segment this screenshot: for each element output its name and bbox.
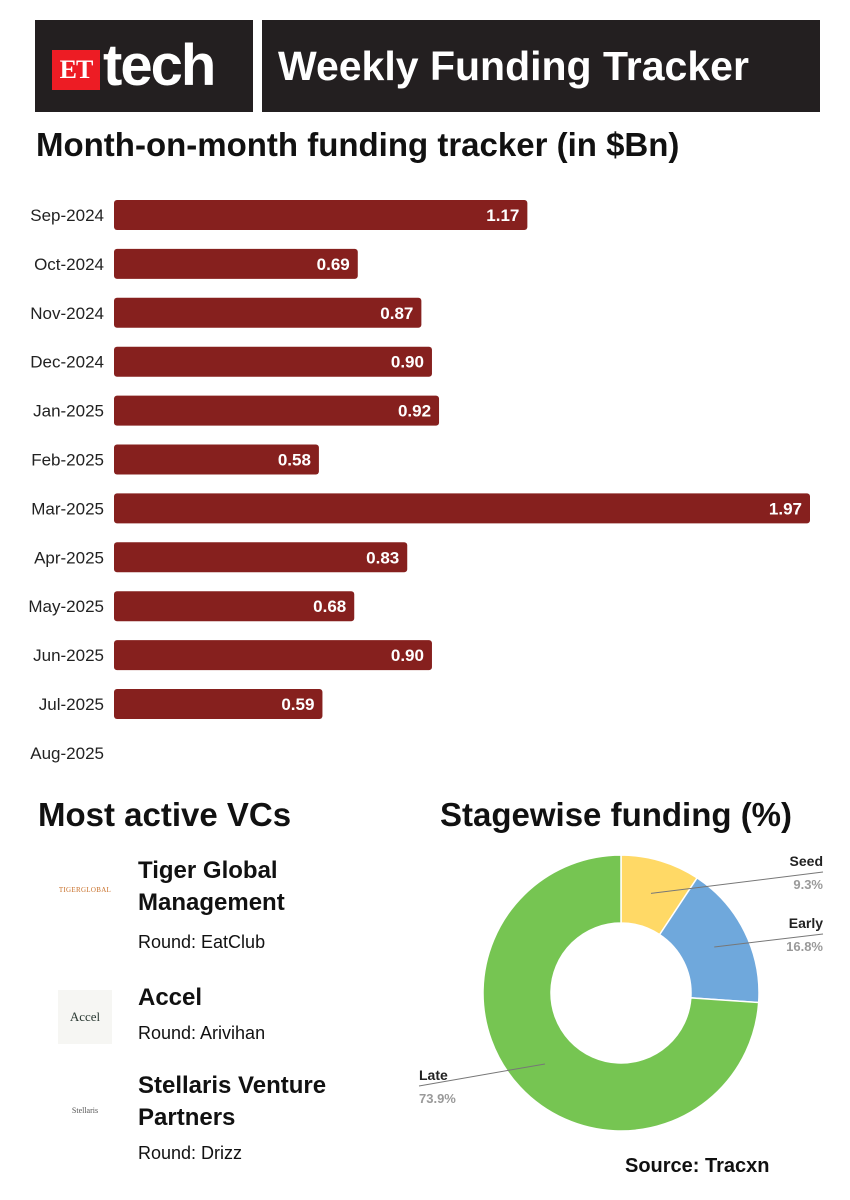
donut-value-label: 73.9% — [419, 1091, 456, 1106]
donut-label: Seed — [790, 853, 823, 869]
bar — [114, 493, 810, 524]
bar-value-label: 1.17 — [486, 206, 519, 225]
vcs-title: Most active VCs — [38, 796, 292, 833]
leader-line — [650, 871, 824, 894]
leader-line — [714, 933, 824, 948]
donut-label: Early — [789, 915, 823, 931]
bar-category-label: Dec-2024 — [30, 353, 104, 372]
header-banner: Weekly Funding Tracker — [262, 20, 820, 112]
bar-value-label: 0.68 — [313, 597, 346, 616]
bar-value-label: 0.90 — [391, 646, 424, 665]
leader-line — [418, 1063, 546, 1087]
bar-value-label: 0.58 — [278, 451, 311, 470]
tiger-global-logo: TIGERGLOBAL — [58, 863, 112, 917]
bar — [114, 640, 432, 671]
vc-name: Accel — [138, 984, 203, 1011]
bar — [114, 346, 432, 377]
bar — [114, 444, 319, 475]
bar — [114, 689, 323, 719]
bar-value-label: 0.59 — [281, 695, 314, 714]
bar-category-label: Aug-2025 — [30, 744, 104, 763]
bar — [114, 395, 440, 426]
donut-value-label: 16.8% — [786, 939, 823, 954]
bar — [114, 542, 408, 573]
bar-category-label: Nov-2024 — [30, 304, 104, 323]
stellaris-logo: Stellaris — [58, 1083, 112, 1137]
bar-chart-title: Month-on-month funding tracker (in $Bn) — [36, 126, 680, 163]
stagewise-donut-chart: Seed 9.3% Early 16.8% Late 73.9% — [418, 853, 824, 1132]
bar-value-label: 0.87 — [380, 304, 413, 323]
bar-category-label: Feb-2025 — [31, 451, 104, 470]
bar-category-label: Oct-2024 — [34, 255, 104, 274]
ettech-logo: ET tech — [35, 20, 253, 112]
bar-value-label: 0.83 — [366, 548, 399, 567]
bar-category-label: Jul-2025 — [39, 695, 104, 714]
bar-category-label: Apr-2025 — [34, 548, 104, 567]
bar-category-label: Jan-2025 — [33, 402, 104, 421]
bar-category-label: Jun-2025 — [33, 646, 104, 665]
accel-logo: Accel — [58, 990, 112, 1044]
bar-category-label: May-2025 — [28, 597, 104, 616]
vc-name: Stellaris Venture Partners — [138, 1072, 327, 1131]
bar — [114, 248, 358, 279]
funding-bar-chart: Sep-2024 1.17 Oct-2024 0.69 Nov-2024 0.87 Dec-… — [28, 200, 810, 763]
vc-round: Round: EatClub — [138, 932, 266, 952]
vc-round: Round: Drizz — [138, 1143, 243, 1163]
bar-category-label: Sep-2024 — [30, 206, 104, 225]
vc-round: Round: Arivihan — [138, 1023, 266, 1043]
et-logo-mark: ET — [52, 50, 100, 90]
bar — [114, 297, 422, 328]
donut-label: Late — [419, 1067, 448, 1083]
bar-value-label: 1.97 — [769, 499, 802, 518]
bar-value-label: 0.69 — [317, 255, 350, 274]
tech-logo-text: tech — [103, 33, 216, 98]
bar-value-label: 0.90 — [391, 353, 424, 372]
vc-name: Tiger Global Management — [138, 857, 285, 916]
page-title: Weekly Funding Tracker — [278, 43, 749, 89]
donut-value-label: 9.3% — [793, 877, 823, 892]
bar-value-label: 0.92 — [398, 402, 431, 421]
bar — [114, 591, 355, 622]
donut-slice-late — [482, 854, 760, 1132]
donut-chart-title: Stagewise funding (%) — [440, 796, 793, 833]
bar-category-label: Mar-2025 — [31, 499, 104, 518]
bar — [114, 200, 528, 230]
source-note: Source: Tracxn — [625, 1155, 770, 1177]
